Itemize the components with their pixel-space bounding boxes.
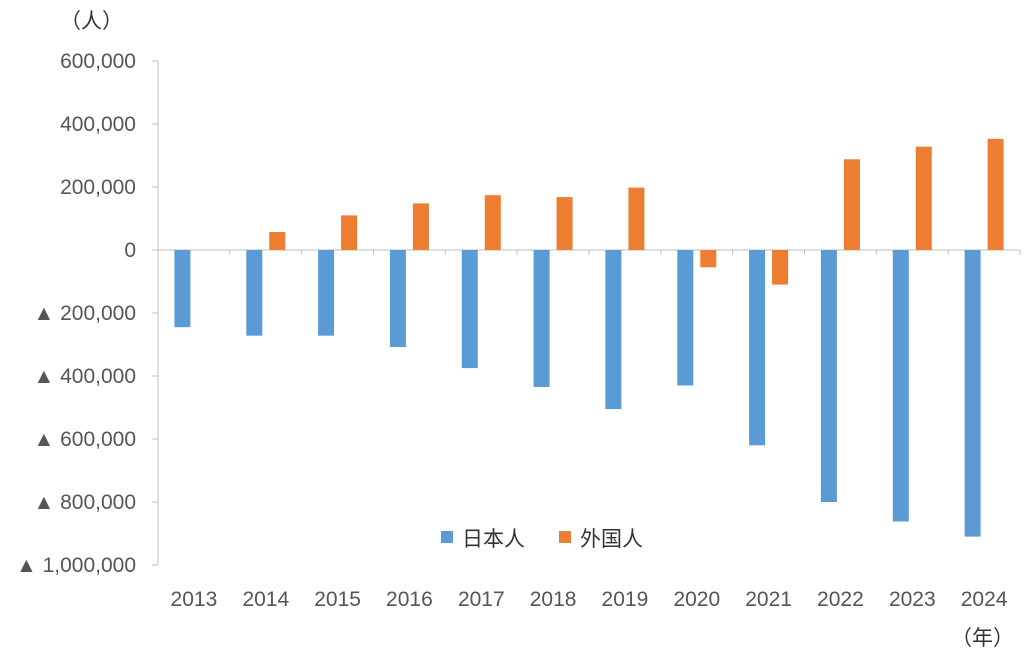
legend-swatch-japanese	[441, 531, 453, 543]
x-tick-labels: 2013 2014 2015 2016 2017 2018 2019 2020 2021 2022…	[171, 588, 1008, 611]
x-axis	[157, 249, 1021, 255]
y-tick-label: ▲ 800,000	[33, 491, 136, 514]
x-tick-label: 2020	[673, 588, 720, 611]
bar-japanese-2013	[174, 250, 191, 328]
legend-label-foreign: 外国人	[580, 527, 643, 551]
bar-japanese-2020	[677, 250, 694, 386]
y-tick-label: ▲ 200,000	[33, 302, 136, 325]
bar-foreign-2020	[700, 250, 717, 268]
y-tick-label: 400,000	[60, 113, 136, 136]
y-tick-label: 600,000	[60, 50, 136, 73]
x-tick-label: 2013	[171, 588, 218, 611]
bar-japanese-2014	[246, 250, 263, 336]
legend-label-japanese: 日本人	[462, 527, 525, 551]
bar-foreign-2024	[987, 138, 1004, 250]
bar-foreign-2021	[772, 250, 789, 285]
x-tick-label: 2017	[458, 588, 505, 611]
x-tick-label: 2019	[602, 588, 649, 611]
bar-japanese-2017	[461, 250, 478, 369]
x-tick-label: 2024	[961, 588, 1008, 611]
y-tick-label: ▲ 1,000,000	[16, 554, 136, 577]
legend-swatch-foreign	[559, 531, 571, 543]
y-unit-label: （人）	[60, 9, 123, 33]
y-tick-label: 0	[124, 239, 136, 262]
x-tick-label: 2021	[745, 588, 792, 611]
bar-japanese-2022	[820, 250, 837, 502]
bar-japanese-2019	[605, 250, 622, 410]
y-tick-label: ▲ 400,000	[33, 365, 136, 388]
x-tick-label: 2022	[817, 588, 864, 611]
x-tick-label: 2015	[314, 588, 361, 611]
bar-foreign-2017	[484, 195, 501, 250]
x-unit-label: （年）	[951, 626, 1014, 650]
bar-japanese-2018	[533, 250, 550, 387]
bar-foreign-2015	[341, 215, 358, 250]
x-tick-label: 2018	[530, 588, 577, 611]
bar-japanese-2016	[389, 250, 406, 347]
bar-japanese-2015	[318, 250, 335, 336]
y-tick-label: 200,000	[60, 176, 136, 199]
y-axis: 600,000 400,000 200,000 0 ▲ 200,000 ▲ 400,000…	[16, 50, 159, 577]
x-tick-label: 2016	[386, 588, 433, 611]
x-tick-label: 2014	[242, 588, 289, 611]
bar-foreign-2022	[843, 159, 860, 250]
bar-foreign-2014	[269, 232, 286, 250]
bar-foreign-2018	[556, 197, 573, 250]
bar-japanese-2023	[892, 250, 909, 522]
bars	[174, 138, 1004, 537]
bar-foreign-2023	[915, 146, 932, 250]
bar-japanese-2021	[749, 250, 766, 446]
bar-japanese-2024	[964, 250, 981, 537]
bar-foreign-2019	[628, 187, 645, 250]
x-tick-label: 2023	[889, 588, 936, 611]
bar-foreign-2016	[412, 203, 429, 250]
legend: 日本人 外国人	[441, 527, 643, 551]
y-tick-label: ▲ 600,000	[33, 428, 136, 451]
